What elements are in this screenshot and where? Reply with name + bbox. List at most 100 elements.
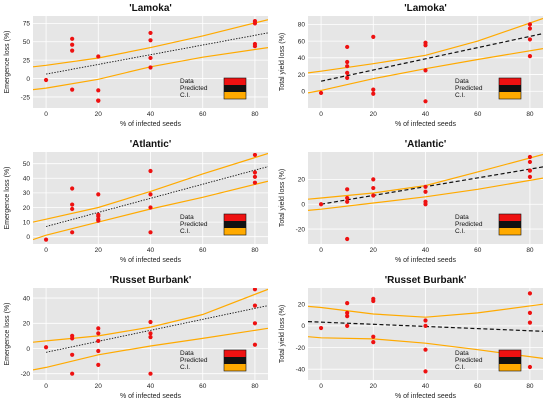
data-point	[423, 99, 428, 104]
y-tick-label: -20	[296, 226, 306, 233]
x-tick-label: 60	[474, 247, 482, 254]
legend-label: Predicted	[455, 357, 483, 364]
legend-swatch-ci	[499, 92, 521, 99]
data-point	[423, 184, 428, 189]
predicted-line	[45, 166, 268, 227]
x-axis-label: % of infected seeds	[120, 393, 182, 400]
x-tick-label: 0	[44, 247, 48, 254]
legend-swatch-data	[224, 350, 246, 357]
legend-label: Predicted	[455, 85, 483, 92]
data-point	[423, 68, 428, 73]
y-tick-label: 0	[301, 323, 305, 330]
data-point	[96, 331, 101, 336]
legend-swatch-predicted	[224, 357, 246, 364]
data-point	[423, 347, 428, 352]
plot-content	[308, 17, 543, 104]
data-point	[527, 174, 533, 179]
legend-swatch-data	[224, 214, 246, 221]
data-point	[423, 202, 428, 207]
y-tick-label: 40	[23, 176, 31, 183]
data-point	[345, 323, 350, 328]
y-tick-label: 0	[301, 202, 305, 209]
data-point	[527, 22, 533, 27]
ci-upper-line	[308, 17, 543, 74]
ci-lower-line	[308, 177, 543, 211]
legend-label: Data	[180, 350, 194, 357]
data-point	[345, 199, 350, 204]
legend-swatch-data	[224, 78, 246, 85]
data-point	[96, 218, 101, 223]
data-point	[252, 321, 258, 326]
legend-swatch-ci	[499, 364, 521, 371]
data-point	[345, 75, 350, 80]
data-point	[345, 44, 350, 50]
chart-title: 'Russet Burbank'	[110, 275, 191, 286]
y-axis-label: Total yield loss (%)	[279, 169, 286, 227]
x-tick-label: 40	[147, 111, 155, 118]
legend-swatch-predicted	[499, 85, 521, 92]
legend-label: Predicted	[180, 357, 208, 364]
ci-lower-line	[308, 336, 543, 359]
ci-lower-line	[33, 47, 268, 91]
chart-title: 'Lamoka'	[129, 3, 172, 14]
legend-swatch-data	[499, 350, 521, 357]
x-axis-label: % of infected seeds	[120, 257, 182, 264]
data-point	[527, 159, 533, 165]
legend-swatch-frame	[498, 213, 522, 236]
data-point	[527, 168, 533, 173]
y-axis-label: Emergence loss (%)	[4, 302, 11, 365]
y-tick-label: 40	[298, 55, 306, 62]
data-point	[345, 59, 350, 65]
data-point	[148, 335, 153, 340]
ci-upper-line	[33, 152, 268, 223]
chart-panel-3: 0 20 40 60 80 0 10 20 30 40 50 'Atlantic' % of infec…	[4, 139, 268, 264]
data-point	[148, 371, 153, 376]
chart-panel-4: 0 20 40 60 80 -20 0 20 'Atlantic' % of infected s…	[279, 139, 543, 264]
x-tick-label: 20	[95, 383, 103, 390]
x-tick-label: 80	[251, 247, 259, 254]
data-point	[318, 325, 324, 331]
y-tick-label: -20	[21, 371, 31, 378]
predicted-line	[46, 305, 268, 353]
legend-label: C.I.	[455, 228, 465, 235]
data-point	[345, 70, 350, 75]
plot-content	[33, 19, 268, 103]
legend-swatch-predicted	[224, 85, 246, 92]
y-tick-label: 50	[23, 39, 31, 46]
data-point	[96, 338, 101, 344]
data-point	[423, 369, 428, 374]
data-point	[70, 336, 75, 341]
data-point	[70, 230, 75, 235]
y-tick-label: 0	[26, 76, 30, 83]
data-point	[345, 195, 350, 201]
data-point	[96, 348, 101, 354]
data-point	[70, 87, 75, 92]
data-point	[148, 30, 153, 36]
y-tick-label: 0	[26, 346, 30, 353]
legend-swatch-data	[499, 214, 521, 221]
data-point	[96, 362, 101, 367]
data-point	[318, 202, 324, 207]
y-tick-label: 25	[23, 57, 31, 64]
x-tick-label: 0	[319, 247, 323, 254]
data-point	[43, 237, 49, 242]
data-point	[252, 342, 258, 347]
data-point	[371, 177, 376, 182]
data-point	[527, 291, 533, 296]
legend-swatch-frame	[498, 77, 522, 100]
data-point	[43, 345, 49, 350]
data-point	[96, 98, 101, 103]
x-tick-label: 40	[422, 111, 430, 118]
data-point	[148, 319, 153, 325]
y-tick-label: 20	[23, 205, 31, 212]
chart-title: 'Atlantic'	[405, 139, 446, 150]
data-point	[148, 55, 153, 61]
legend-label: Predicted	[180, 85, 208, 92]
x-tick-label: 60	[199, 383, 207, 390]
legend-label: Predicted	[180, 221, 208, 228]
legend-swatch-frame	[223, 213, 247, 236]
legend-label: Data	[455, 78, 469, 85]
